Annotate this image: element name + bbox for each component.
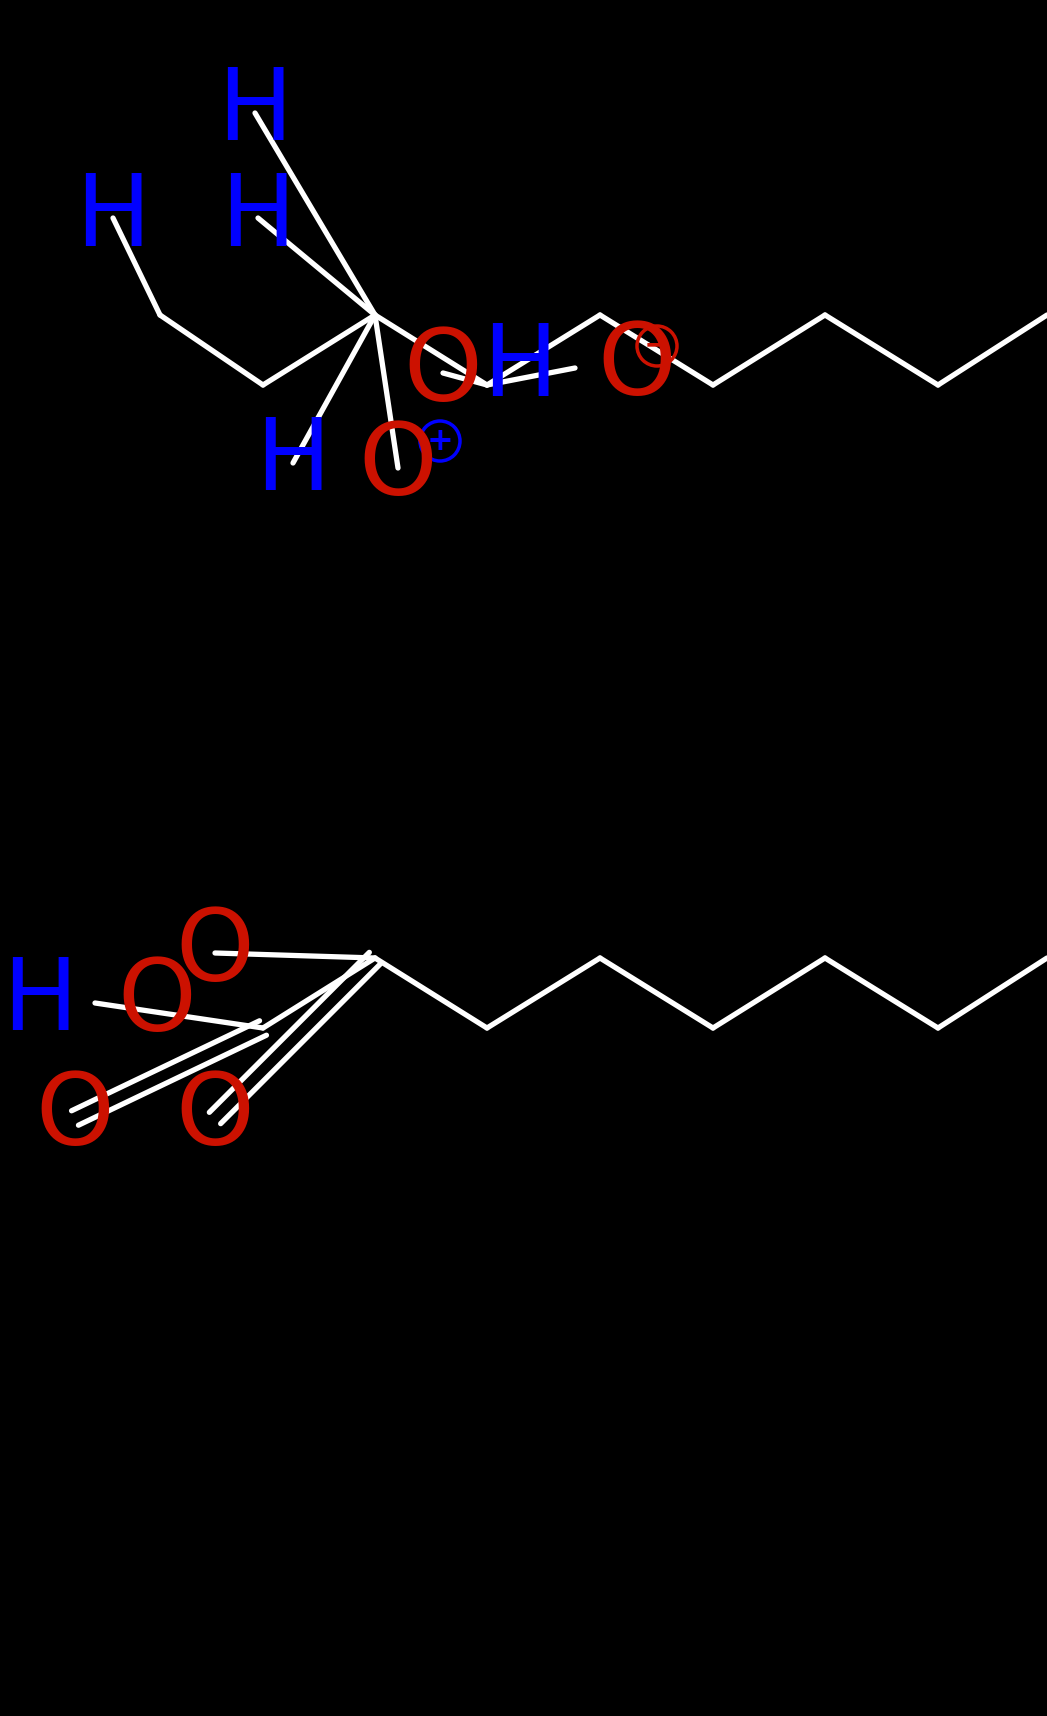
Text: −: − (644, 331, 670, 362)
Text: H: H (75, 170, 151, 266)
Text: O: O (36, 1069, 114, 1167)
Text: O: O (117, 954, 196, 1052)
Text: O: O (359, 419, 438, 517)
Text: H: H (255, 415, 331, 511)
Text: H: H (218, 65, 293, 161)
Text: H: H (220, 170, 295, 266)
Text: H: H (2, 954, 77, 1052)
Text: O: O (176, 904, 254, 1002)
Text: O: O (597, 319, 675, 417)
Text: +: + (426, 426, 453, 456)
Text: O: O (176, 1069, 254, 1167)
Text: O: O (404, 324, 483, 422)
Text: H: H (482, 319, 557, 417)
